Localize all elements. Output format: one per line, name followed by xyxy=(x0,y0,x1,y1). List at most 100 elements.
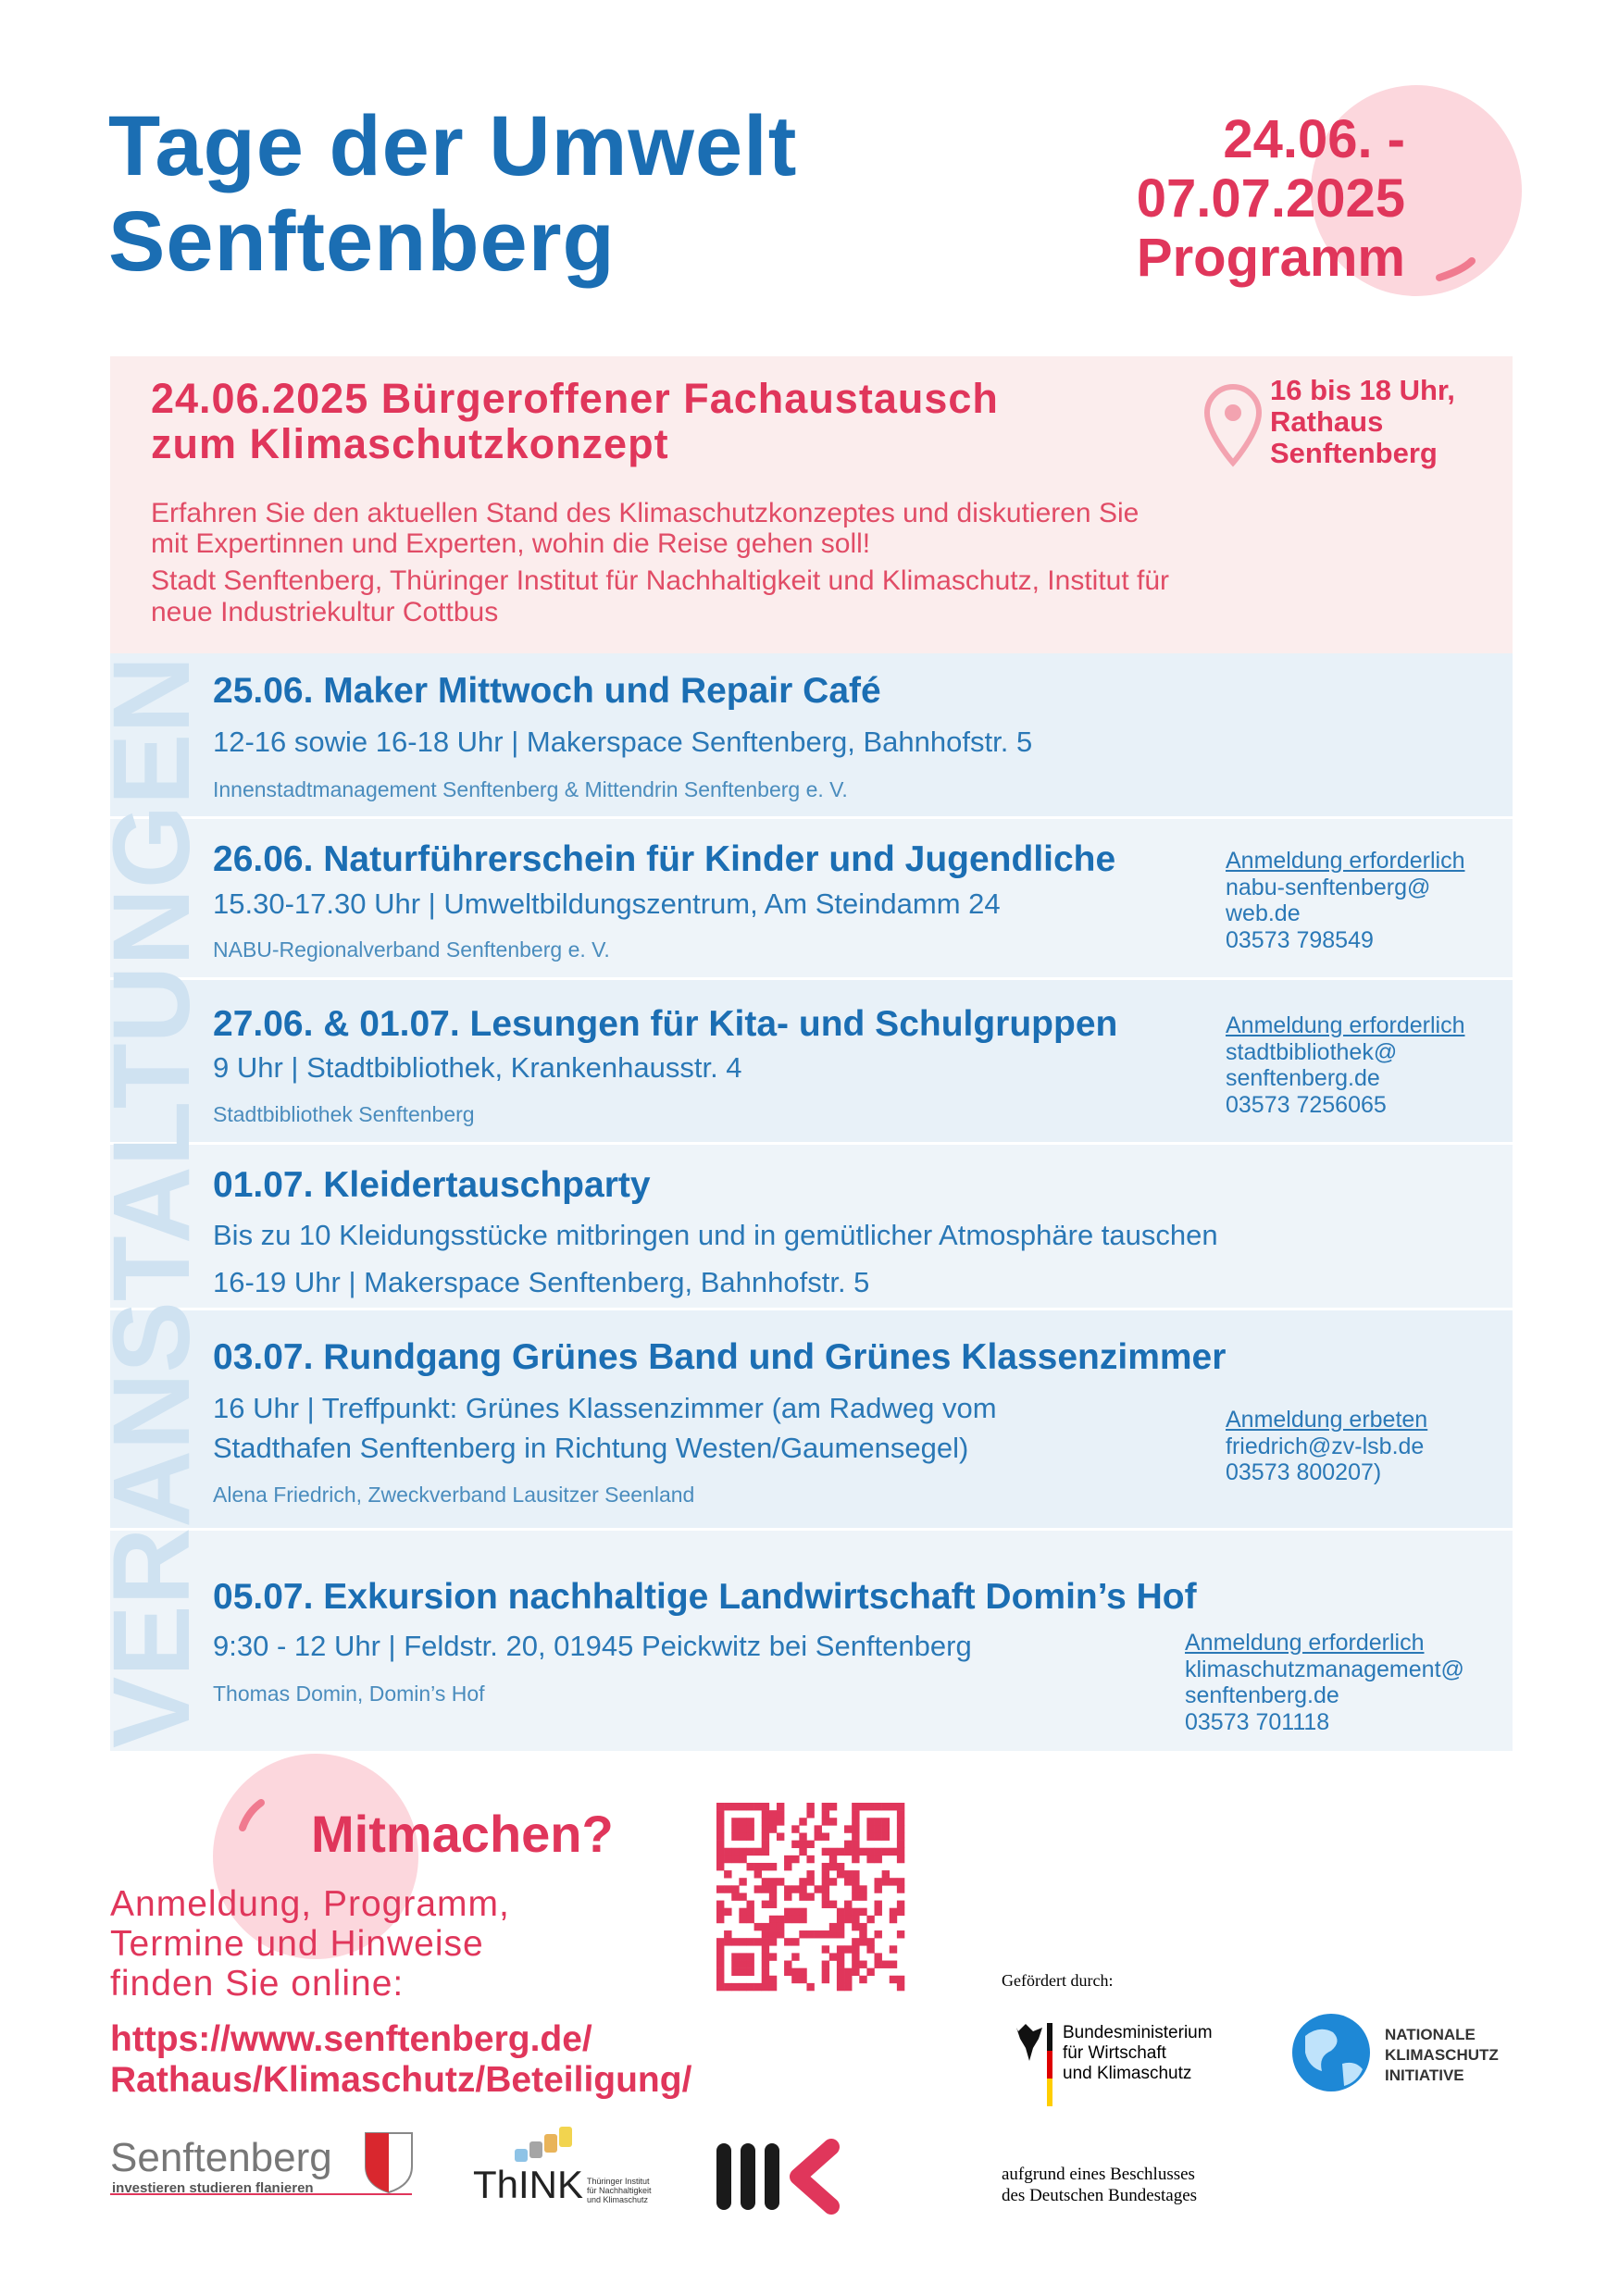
qr-module xyxy=(881,1803,890,1811)
qr-module xyxy=(836,1975,845,1984)
registration-note[interactable]: Anmeldung erforderlich xyxy=(1226,1012,1465,1038)
qr-module xyxy=(731,1982,740,1992)
qr-module xyxy=(844,1878,853,1886)
qr-module xyxy=(852,1878,860,1886)
registration-note[interactable]: Anmeldung erbeten xyxy=(1226,1407,1428,1433)
qr-module xyxy=(761,1810,770,1818)
qr-module xyxy=(761,1938,770,1946)
qr-module xyxy=(716,1953,725,1961)
registration-contact: friedrich@zv-lsb.de xyxy=(1226,1433,1425,1459)
qr-module xyxy=(866,1945,875,1954)
ministry-logo xyxy=(1016,2023,1052,2106)
qr-module xyxy=(784,1960,792,1968)
qr-module xyxy=(836,1907,845,1917)
qr-module xyxy=(753,1870,763,1879)
qr-module xyxy=(768,1953,778,1961)
qr-module xyxy=(716,1915,725,1924)
qr-module xyxy=(716,1832,725,1841)
qr-module xyxy=(806,1893,815,1901)
qr-module xyxy=(739,1938,747,1946)
qr-module xyxy=(799,1847,807,1856)
qr-module xyxy=(889,1803,898,1811)
qr-module xyxy=(784,1893,792,1901)
qr-module xyxy=(768,1900,778,1908)
qr-module xyxy=(828,1953,838,1961)
qr-module xyxy=(716,1855,725,1864)
qr-module xyxy=(731,1832,740,1841)
qr-module xyxy=(768,1862,778,1871)
registration-contact: klimaschutzmanagement@ xyxy=(1185,1656,1464,1682)
qr-module xyxy=(859,1960,867,1968)
qr-module xyxy=(836,1915,845,1924)
qr-module xyxy=(791,1840,800,1849)
event-title: 25.06. Maker Mittwoch und Repair Café xyxy=(213,671,881,711)
qr-module xyxy=(896,1818,905,1826)
location-icon xyxy=(1203,383,1263,467)
qr-module xyxy=(753,1803,763,1811)
initiative-name: NATIONALE KLIMASCHUTZ INITIATIVE xyxy=(1385,2025,1499,2086)
qr-module xyxy=(776,1810,785,1818)
qr-module xyxy=(844,1945,853,1954)
think-line: für Nachhaltigkeit xyxy=(587,2186,652,2195)
qr-module xyxy=(889,1878,898,1886)
qr-module xyxy=(799,1907,807,1917)
qr-module xyxy=(836,1922,845,1931)
qr-module xyxy=(866,1967,875,1977)
footer-url[interactable]: Rathaus/Klimaschutz/Beteiligung/ xyxy=(110,2060,692,2100)
qr-module xyxy=(716,1862,725,1871)
event-row xyxy=(110,1145,1513,1308)
qr-module xyxy=(799,1840,807,1849)
think-subtitle: Thüringer Institut für Nachhaltigkeit un… xyxy=(587,2177,652,2204)
section-label: VERANSTALTUNGEN xyxy=(91,656,213,1748)
initiative-logo xyxy=(1292,2014,1370,2091)
qr-module xyxy=(776,1922,785,1931)
ministry-line: und Klimaschutz xyxy=(1063,2064,1192,2083)
qr-module xyxy=(731,1885,740,1893)
qr-module xyxy=(881,1878,890,1886)
registration-contact: 03573 7256065 xyxy=(1226,1091,1387,1118)
qr-module xyxy=(844,1900,853,1908)
qr-module xyxy=(828,1900,838,1908)
initiative-line: INITIATIVE xyxy=(1385,2066,1464,2084)
featured-description: mit Expertinnen und Experten, wohin die … xyxy=(151,528,871,559)
qr-module xyxy=(791,1825,800,1833)
qr-module xyxy=(859,1893,867,1901)
ministry-name: Bundesministerium für Wirtschaft und Kli… xyxy=(1063,2023,1213,2084)
qr-module xyxy=(821,1818,830,1826)
event-details: 15.30-17.30 Uhr | Umweltbildungszentrum,… xyxy=(213,887,1001,920)
qr-module xyxy=(881,1870,890,1879)
qr-module xyxy=(791,1915,800,1924)
qr-module xyxy=(836,1953,845,1961)
qr-module xyxy=(799,1818,807,1826)
footer-url[interactable]: https://www.senftenberg.de/ xyxy=(110,2019,592,2059)
event-organizer: Innenstadtmanagement Senftenberg & Mitte… xyxy=(213,777,848,801)
qr-module xyxy=(746,1847,754,1856)
qr-module xyxy=(866,1855,875,1864)
qr-module xyxy=(746,1915,754,1924)
qr-module xyxy=(806,1870,815,1879)
qr-module xyxy=(776,1818,785,1826)
qr-module xyxy=(791,1975,800,1984)
qr-module xyxy=(866,1847,875,1856)
featured-box xyxy=(110,356,1513,653)
registration-note[interactable]: Anmeldung erforderlich xyxy=(1185,1630,1425,1656)
event-details: Bis zu 10 Kleidungsstücke mitbringen und… xyxy=(213,1219,1218,1251)
qr-module xyxy=(746,1900,754,1908)
qr-code xyxy=(716,1803,905,1992)
qr-module xyxy=(844,1907,853,1917)
qr-module xyxy=(852,1938,860,1946)
qr-module xyxy=(836,1967,845,1977)
funding-label: Gefördert durch: xyxy=(1002,1971,1114,1990)
registration-contact: 03573 800207) xyxy=(1226,1459,1382,1485)
qr-module xyxy=(896,1907,905,1917)
qr-module xyxy=(739,1825,747,1833)
qr-module xyxy=(799,1878,807,1886)
qr-module xyxy=(784,1915,792,1924)
pink-circle xyxy=(1311,85,1522,296)
qr-module xyxy=(844,1847,853,1856)
registration-note[interactable]: Anmeldung erforderlich xyxy=(1226,848,1465,874)
qr-module xyxy=(716,1825,725,1833)
qr-module xyxy=(716,1900,725,1908)
resolution: aufgrund eines Beschlusses des Deutschen… xyxy=(1002,2164,1197,2206)
circle-accent xyxy=(1436,257,1476,281)
